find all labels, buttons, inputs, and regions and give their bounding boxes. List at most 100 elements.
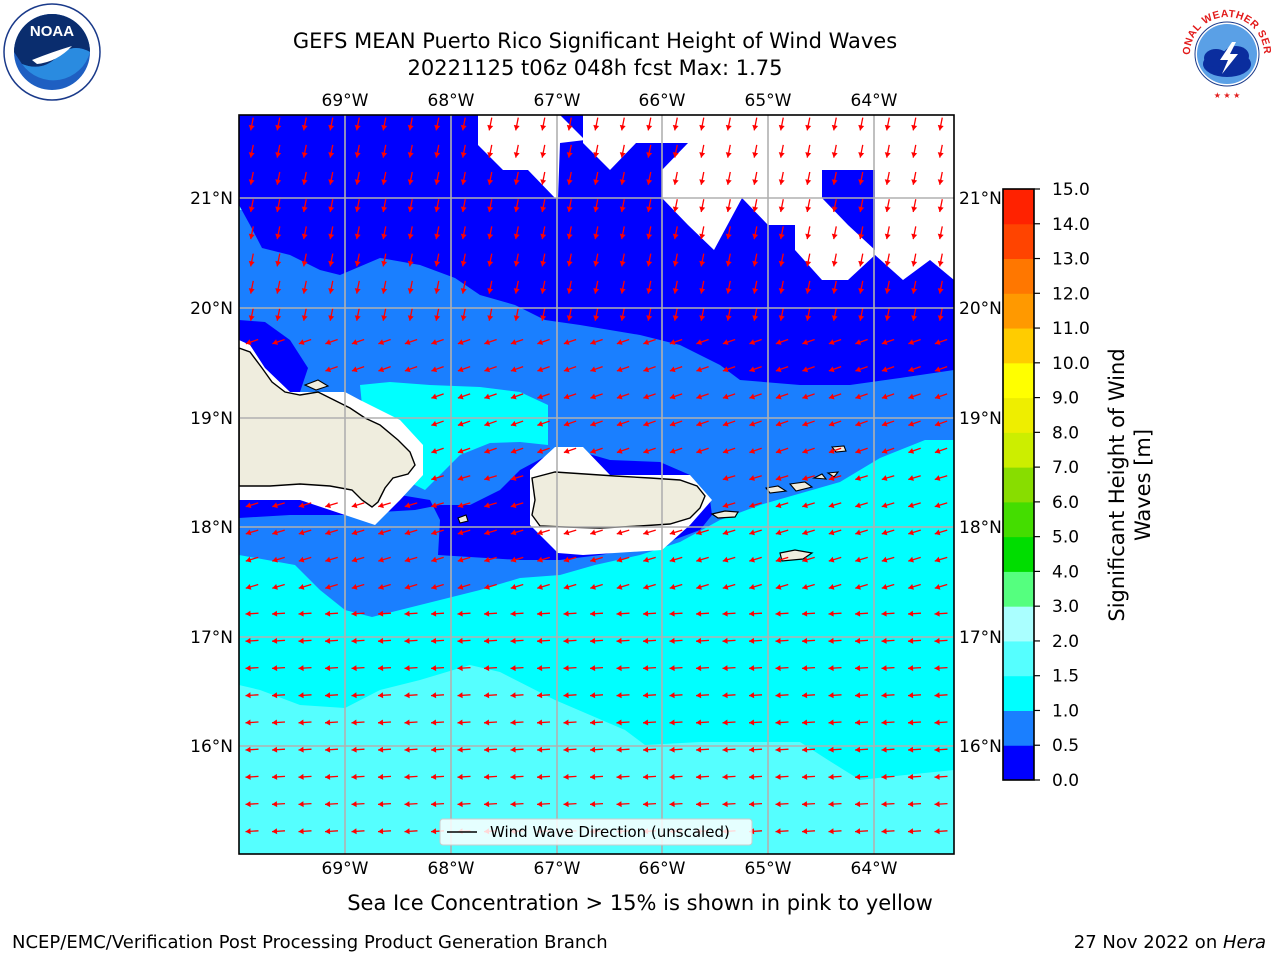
wave-arrow: [537, 583, 550, 590]
wave-arrow: [248, 226, 255, 240]
land-vieques: [710, 510, 740, 519]
wave-arrow: [566, 117, 573, 131]
wave-arrow: [325, 556, 338, 563]
lon-tick-bottom: 64°W: [851, 859, 898, 879]
wave-arrow: [722, 610, 736, 617]
wave-arrow: [695, 610, 710, 617]
wave-arrow: [699, 253, 706, 267]
wave-arrow: [510, 773, 524, 780]
wave-arrow: [775, 665, 789, 672]
wave-arrow: [590, 393, 603, 400]
wave-arrow: [858, 307, 865, 321]
colorbar-swatch: [1003, 571, 1034, 607]
wave-arrow: [778, 307, 785, 321]
wave-arrow: [908, 529, 921, 536]
wave-arrow: [513, 199, 520, 213]
wave-arrow: [646, 253, 653, 267]
wave-arrow: [775, 637, 789, 644]
wave-arrow: [749, 338, 762, 345]
wave-arrow: [775, 773, 789, 780]
wave-arrow: [404, 665, 418, 672]
wave-arrow: [831, 307, 838, 321]
colorbar-tick-label: 12.0: [1052, 284, 1090, 304]
wave-arrow: [487, 253, 494, 267]
wave-arrow: [536, 773, 551, 780]
wave-arrow: [908, 338, 921, 345]
wave-arrow: [669, 665, 683, 672]
wave-arrow: [748, 637, 763, 644]
wave-arrow: [510, 338, 524, 345]
wave-arrow: [272, 556, 285, 563]
wave-arrow: [752, 253, 759, 267]
wave-arrow: [434, 171, 441, 185]
colorbar-swatch: [1003, 640, 1034, 677]
wave-arrow: [536, 637, 551, 644]
wave-arrow: [513, 253, 520, 267]
wave-arrow: [752, 280, 759, 294]
wave-arrow: [828, 719, 842, 726]
wave-arrow: [858, 280, 865, 294]
wave-arrow: [430, 801, 445, 808]
wave-arrow: [328, 199, 335, 213]
wave-arrow: [642, 773, 657, 780]
wave-arrow: [858, 144, 865, 158]
footer-host: Hera: [1222, 932, 1266, 953]
wave-arrow: [881, 338, 895, 345]
wave-arrow: [298, 583, 312, 590]
wave-arrow: [908, 366, 921, 373]
colorbar-swatch: [1003, 675, 1034, 711]
wave-arrow: [855, 447, 868, 454]
wave-arrow: [404, 366, 418, 373]
wave-arrow: [884, 253, 891, 267]
wave-arrow: [271, 637, 286, 644]
wave-arrow: [831, 280, 838, 294]
wave-arrow: [354, 226, 361, 240]
wave-arrow: [245, 583, 259, 590]
wave-arrow: [245, 637, 259, 644]
wave-arrow: [245, 719, 259, 726]
wave-arrow: [563, 801, 577, 808]
wave-arrow: [907, 637, 922, 644]
wave-arrow: [484, 583, 497, 590]
wave-arrow: [616, 692, 630, 699]
wave-arrow: [642, 801, 657, 808]
wave-arrow: [245, 502, 259, 509]
wave-arrow: [540, 199, 547, 213]
wave-arrow: [752, 117, 759, 131]
wave-arrow: [907, 610, 922, 617]
wave-arrow: [775, 393, 789, 400]
wave-arrow: [722, 529, 736, 536]
wave-arrow: [802, 338, 815, 345]
wave-arrow: [566, 144, 573, 158]
wave-arrow: [404, 529, 418, 536]
wave-arrow: [775, 610, 789, 617]
colorbar-swatch: [1003, 293, 1034, 329]
lat-tick-left: 21°N: [190, 189, 233, 209]
wave-arrow: [722, 502, 736, 509]
wave-arrow: [672, 171, 679, 185]
wave-arrow: [642, 665, 657, 672]
wave-arrow: [748, 719, 763, 726]
wave-arrow: [642, 719, 657, 726]
wave-arrow: [934, 746, 948, 753]
wave-arrow: [934, 475, 948, 481]
wave-arrow: [245, 692, 259, 699]
wave-arrow: [563, 692, 577, 699]
wave-arrow: [778, 280, 785, 294]
wave-arrow: [696, 447, 709, 454]
colorbar-tick-label: 5.0: [1052, 528, 1079, 548]
wave-arrow: [937, 171, 944, 185]
wave-arrow: [431, 447, 444, 454]
wave-arrow: [672, 199, 679, 213]
wave-arrow: [831, 226, 838, 240]
wave-arrow: [484, 366, 497, 373]
wave-arrow: [510, 556, 524, 563]
wave-arrow: [937, 199, 944, 213]
lat-tick-right: 18°N: [959, 518, 1002, 538]
wave-arrow: [937, 117, 944, 131]
wave-arrow: [934, 828, 948, 835]
wave-arrow: [513, 280, 520, 294]
wave-arrow: [484, 420, 497, 427]
colorbar-tick-label: 8.0: [1052, 423, 1079, 443]
wave-arrow: [563, 610, 577, 617]
